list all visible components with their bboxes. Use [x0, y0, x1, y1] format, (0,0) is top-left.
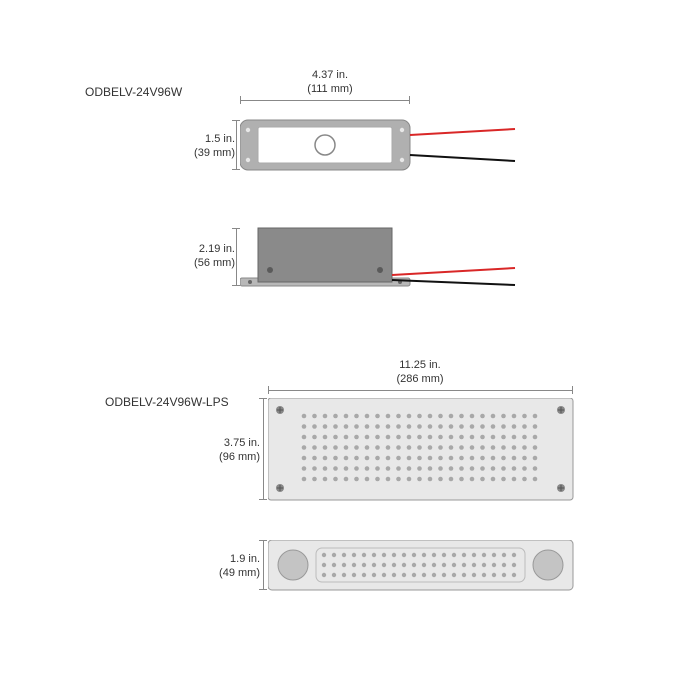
- dim-line: [268, 390, 573, 391]
- dim-tick: [240, 96, 241, 104]
- p1-width-mm: (111 mm): [290, 82, 370, 96]
- p1-width-label: 4.37 in. (111 mm): [290, 68, 370, 97]
- dim-tick: [232, 285, 240, 286]
- p2-width-mm: (286 mm): [380, 372, 460, 386]
- p1-height-label: 1.5 in. (39 mm): [180, 132, 235, 161]
- product1-label: ODBELV-24V96W: [85, 85, 182, 99]
- p2-width-label: 11.25 in. (286 mm): [380, 358, 460, 387]
- dim-tick: [259, 499, 267, 500]
- dim-line: [236, 120, 237, 170]
- dim-line: [263, 540, 264, 590]
- p2-height-in: 3.75 in.: [205, 436, 260, 450]
- dim-tick: [409, 96, 410, 104]
- product1-top-view: [240, 105, 520, 185]
- p2-side-in: 1.9 in.: [205, 552, 260, 566]
- diagram-canvas: ODBELV-24V96W 4.37 in. (111 mm) 1.5 in. …: [0, 0, 700, 700]
- p1-side-in: 2.19 in.: [180, 242, 235, 256]
- dim-tick: [232, 120, 240, 121]
- p1-side-height-label: 2.19 in. (56 mm): [180, 242, 235, 271]
- dim-line: [263, 398, 264, 500]
- dim-tick: [259, 589, 267, 590]
- dim-tick: [259, 398, 267, 399]
- p2-height-label: 3.75 in. (96 mm): [205, 436, 260, 465]
- p2-side-mm: (49 mm): [205, 566, 260, 580]
- p2-width-in: 11.25 in.: [380, 358, 460, 372]
- dim-tick: [572, 386, 573, 394]
- p1-height-mm: (39 mm): [180, 146, 235, 160]
- p2-height-mm: (96 mm): [205, 450, 260, 464]
- product2-side-view: [268, 540, 578, 598]
- product1-side-view: [240, 220, 520, 300]
- dim-tick: [232, 169, 240, 170]
- product2-label: ODBELV-24V96W-LPS: [105, 395, 229, 409]
- dim-tick: [268, 386, 269, 394]
- p1-height-in: 1.5 in.: [180, 132, 235, 146]
- p1-side-mm: (56 mm): [180, 256, 235, 270]
- p1-width-in: 4.37 in.: [290, 68, 370, 82]
- dim-line: [236, 228, 237, 286]
- p2-side-height-label: 1.9 in. (49 mm): [205, 552, 260, 581]
- dim-tick: [259, 540, 267, 541]
- dim-tick: [232, 228, 240, 229]
- product2-top-view: [268, 398, 578, 508]
- dim-line: [240, 100, 410, 101]
